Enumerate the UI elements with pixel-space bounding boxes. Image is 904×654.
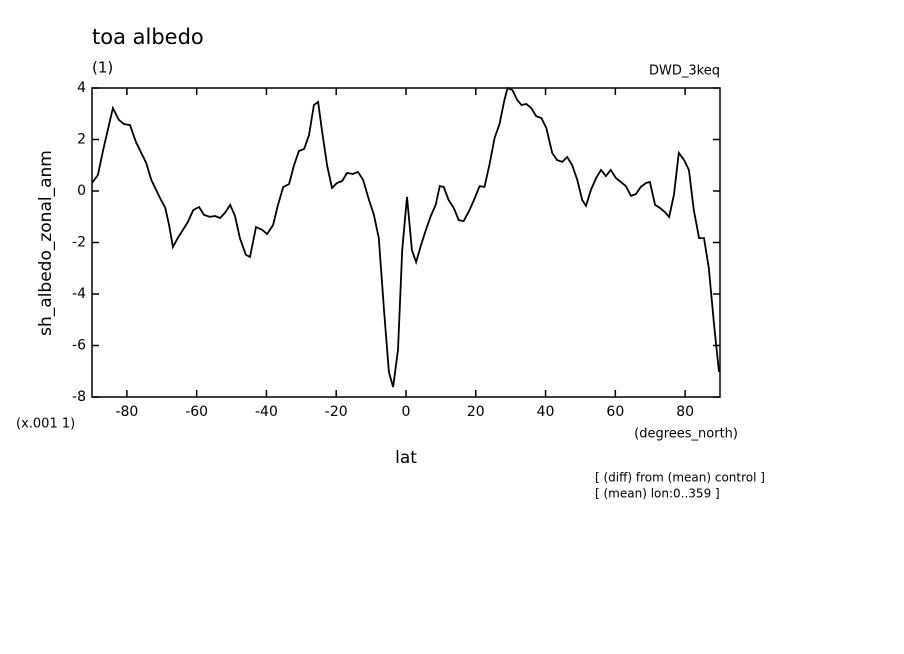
note: [ (mean) lon:0..359 ] xyxy=(595,487,720,501)
y-tick-label: -2 xyxy=(72,235,86,251)
y-tick-label: -6 xyxy=(72,338,86,354)
x-tick-label: 40 xyxy=(537,404,555,420)
y-tick-label: -8 xyxy=(72,389,86,405)
x-tick-label: 60 xyxy=(606,404,624,420)
x-tick-label: -40 xyxy=(255,404,278,420)
x-tick-label: 0 xyxy=(402,404,411,420)
x-tick-label: 80 xyxy=(676,404,694,420)
x-tick-label: -20 xyxy=(325,404,348,420)
x-tick-label: -60 xyxy=(185,404,208,420)
y-scale-note: (x.001 1) xyxy=(16,417,75,432)
chart-subtitle: (1) xyxy=(92,59,113,77)
x-units: (degrees_north) xyxy=(634,427,738,442)
data-line xyxy=(91,86,720,388)
run-label: DWD_3keq xyxy=(649,64,720,79)
y-axis-label: sh_albedo_zonal_anm xyxy=(36,150,56,336)
y-tick-label: 0 xyxy=(77,183,86,199)
y-tick-label: 4 xyxy=(77,80,86,96)
x-tick-label: 20 xyxy=(467,404,485,420)
y-tick-label: -4 xyxy=(72,286,86,302)
x-axis-label: lat xyxy=(395,448,417,468)
chart-title: toa albedo xyxy=(92,25,204,49)
x-tick-label: -80 xyxy=(115,404,138,420)
note: [ (diff) from (mean) control ] xyxy=(595,471,765,485)
y-tick-label: 2 xyxy=(77,132,86,148)
